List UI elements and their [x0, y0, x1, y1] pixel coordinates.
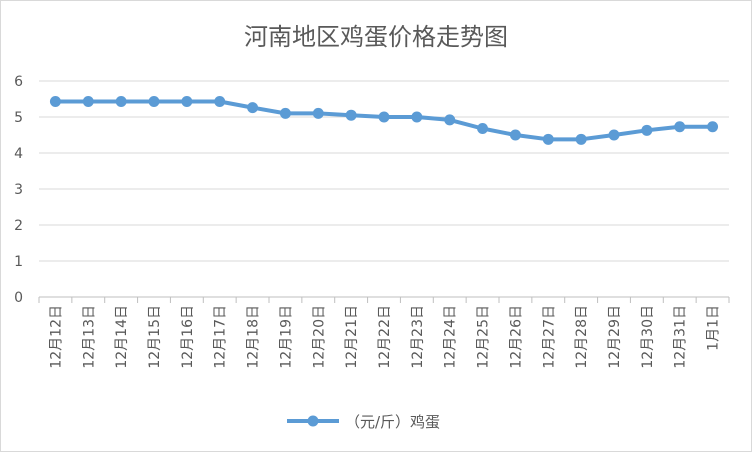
- legend-label: （元/斤）鸡蛋: [345, 413, 440, 431]
- x-tick-label-19: 12月31日: [673, 305, 689, 369]
- x-tick-label-0: 12月12日: [48, 305, 64, 369]
- x-tick-label-7: 12月19日: [278, 305, 294, 369]
- x-tick-label-8: 12月20日: [311, 305, 327, 369]
- data-point-5: [214, 96, 226, 108]
- data-point-6: [247, 102, 259, 114]
- data-point-18: [641, 124, 653, 136]
- chart-title: 河南地区鸡蛋价格走势图: [244, 23, 508, 51]
- x-tick-label-17: 12月29日: [607, 305, 623, 369]
- gridlines: [39, 80, 729, 262]
- x-tick-label-1: 12月13日: [81, 305, 97, 369]
- axes: 0 1 2 3 4 5 6 12月12日 12月13日 12月14日 12月15日 12月16日 12月…: [14, 74, 730, 369]
- x-tick-label-3: 12月15日: [147, 305, 163, 369]
- data-point-2: [115, 96, 127, 108]
- y-tick-label-4: 4: [14, 146, 23, 162]
- legend: （元/斤）鸡蛋: [287, 413, 440, 431]
- x-tick-label-11: 12月23日: [410, 305, 426, 369]
- data-point-19: [674, 121, 686, 133]
- y-tick-label-3: 3: [14, 182, 23, 198]
- data-point-13: [477, 123, 489, 135]
- x-tick-label-4: 12月16日: [180, 305, 196, 369]
- legend-point-marker: [307, 415, 319, 427]
- data-point-3: [148, 96, 160, 108]
- x-tick-label-10: 12月22日: [377, 305, 393, 369]
- x-tick-label-2: 12月14日: [114, 305, 130, 369]
- data-point-17: [608, 129, 620, 141]
- x-tick-label-5: 12月17日: [213, 305, 229, 369]
- x-tick-label-6: 12月18日: [246, 305, 262, 369]
- data-point-8: [312, 107, 324, 119]
- y-tick-label-5: 5: [14, 110, 23, 126]
- data-point-10: [378, 111, 390, 123]
- y-tick-label-0: 0: [14, 290, 23, 306]
- x-tick-label-12: 12月24日: [443, 305, 459, 369]
- x-tick-label-20: 1月1日: [706, 305, 722, 351]
- x-tick-label-14: 12月26日: [508, 305, 524, 369]
- data-point-14: [509, 129, 521, 141]
- series-layer: [49, 96, 719, 145]
- data-point-7: [279, 107, 291, 119]
- data-point-0: [49, 96, 61, 108]
- data-point-1: [82, 96, 94, 108]
- y-tick-label-1: 1: [14, 254, 23, 270]
- data-point-16: [575, 133, 587, 145]
- x-tick-label-15: 12月27日: [541, 305, 557, 369]
- data-point-12: [444, 114, 456, 126]
- data-point-20: [707, 121, 719, 133]
- data-point-11: [411, 111, 423, 123]
- x-tick-label-13: 12月25日: [476, 305, 492, 369]
- data-point-4: [181, 96, 193, 108]
- x-tick-label-18: 12月30日: [640, 305, 656, 369]
- x-tick-label-16: 12月28日: [574, 305, 590, 369]
- y-tick-label-2: 2: [14, 218, 23, 234]
- x-tick-label-9: 12月21日: [344, 305, 360, 369]
- data-point-15: [542, 133, 554, 145]
- data-point-9: [345, 109, 357, 121]
- y-tick-label-6: 6: [14, 74, 23, 90]
